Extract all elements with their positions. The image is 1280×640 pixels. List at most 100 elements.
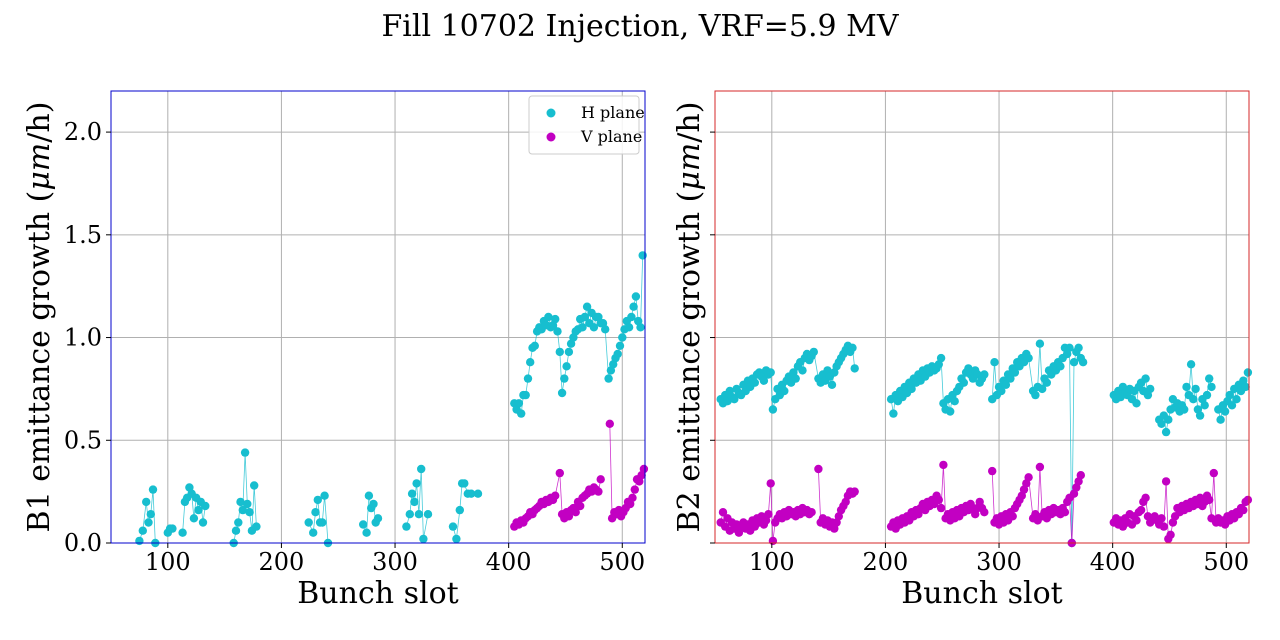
b1-v-plane-point [628,493,637,502]
b1-h-plane-point [582,302,592,311]
b1-grid [111,91,645,544]
b2-h-plane-point [1065,343,1074,352]
b1-x-ticks: 100 200 300 400 500 [145,543,645,576]
b1-y-tick-label: 0.5 [64,426,102,454]
b2-h-plane-point [1191,384,1200,394]
b2-v-plane-point [718,508,728,517]
b2-h-plane-point [1146,384,1155,394]
b2-h-plane-point [1161,427,1171,437]
b1-legend: H plane V plane [528,95,645,155]
b1-h-plane-point [373,514,383,523]
b2-h-plane-point [1216,415,1225,424]
b1-h-plane-point [629,302,638,311]
b2-h-plane-point [848,343,857,352]
b2-h-plane-point [1038,384,1047,394]
b2-v-plane-point [1008,512,1017,521]
b2-h-plane-point [1195,411,1205,420]
b1-h-plane-point [304,518,313,527]
b1-h-plane-point [523,374,533,383]
b2-x-axis-label: Bunch slot [901,576,1062,611]
b1-h-plane-point [514,399,524,408]
b2-v-plane-point [1146,518,1155,527]
b2-v-plane-point [1157,514,1166,523]
b2-h-plane-point [1232,395,1241,404]
b2-x-ticks: 100 200 300 400 500 [749,543,1249,576]
b2-h-plane-point [1078,358,1088,367]
b1-h-plane-point [238,505,247,515]
b1-h-plane-point [142,497,151,507]
b1-h-plane-point [412,479,421,488]
b1-h-plane-point [318,518,327,527]
b1-h-plane-point [553,327,562,336]
b1-h-plane-point [473,489,483,498]
b1-h-plane-point [240,448,250,457]
b1-h-plane-point [250,481,259,490]
b1-h-plane-point [148,485,158,494]
b2-h-plane-point [1042,378,1052,387]
b2-y-axis-label-main: B2 emittance growth ( [672,191,707,533]
b2-h-plane-point [1157,419,1166,428]
b1-h-plane-point [405,510,414,519]
b2-h-plane-point [1200,401,1209,410]
panel-b1: 100 200 300 400 500 0.0 0.5 1.0 1.5 2.0 Bunch sl… [22,90,649,611]
b2-h-plane-point [1180,405,1189,414]
b2-h-plane-point [1010,368,1020,377]
b2-v-plane-point [766,479,775,488]
b2-h-plane-point [1205,374,1214,383]
b1-v-plane-point [605,419,614,428]
b2-h-plane-point [730,395,739,404]
b1-y-tick-label: 2.0 [64,118,102,146]
b1-h-plane-point [311,508,320,517]
b2-h-plane-point [997,386,1006,396]
b1-y-axis-label: B1 emittance growth (μm/h) [22,102,57,533]
b2-h-plane-point [1056,362,1065,371]
b2-h-plane-point [798,366,807,375]
b2-v-plane-point [807,508,816,517]
b2-h-plane-point [1241,382,1250,392]
b1-y-tick-label: 1.0 [64,324,102,352]
b1-h-plane-point [313,495,322,505]
legend-box [528,95,640,155]
b1-h-plane-point [417,464,426,474]
b1-h-plane-point [631,292,641,301]
b2-v-plane-point [934,495,943,505]
b1-x-tick-label: 200 [259,548,305,576]
b1-h-plane-point [448,522,458,531]
b1-h-plane-point [636,323,645,332]
b1-h-plane-point [562,362,571,371]
b1-h-plane-point [638,251,647,260]
b2-v-plane-point [850,487,859,496]
b2-v-plane-point [1166,530,1175,539]
b2-h-plane-point [850,364,859,373]
b2-h-plane-point [990,358,999,367]
b2-frame [714,90,1250,544]
b1-x-tick-label: 100 [145,548,191,576]
b1-y-axis-label-unit-rest: /h) [22,102,57,143]
b2-x-tick-label: 100 [749,548,795,576]
b1-h-plane-point [544,312,553,322]
b1-h-plane-point [231,526,241,535]
b2-h-plane-point [759,376,769,385]
b2-h-plane-point [1074,343,1083,352]
b1-h-plane-point [624,323,634,332]
b1-h-plane-point [467,489,476,498]
b1-h-plane-point [555,347,564,357]
b2-v-plane-point [980,508,989,517]
b1-y-ticks: 0.0 0.5 1.0 1.5 2.0 [64,118,111,557]
b2-v-plane-point [1132,516,1141,525]
b1-v-plane-point [555,468,564,478]
b1-v-plane-point [630,485,639,494]
b1-v-plane-point [551,491,560,500]
b1-h-plane-point [589,323,599,332]
b2-h-plane-point [809,347,818,357]
b2-y-axis-label-unit-mu: μm [672,143,707,191]
b1-h-plane-point [613,349,622,359]
b2-h-plane-point [980,370,989,379]
b1-h-plane-point [452,534,461,544]
b2-h-plane-point [1001,380,1011,389]
b1-h-plane-point [168,524,177,533]
b2-v-plane-point [1205,495,1214,505]
b1-h-plane-point [407,489,417,498]
b2-h-plane-point [946,407,955,416]
b2-h-plane-point [1207,382,1216,392]
